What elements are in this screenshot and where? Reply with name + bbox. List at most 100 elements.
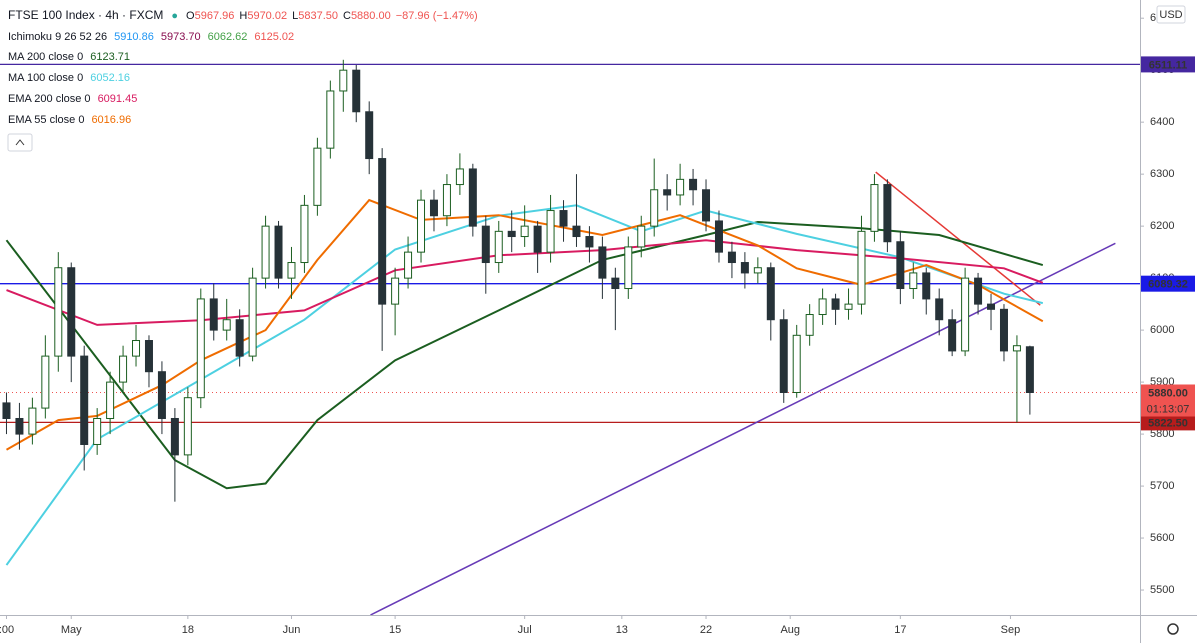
ohlc-value: 5967.96	[195, 10, 235, 22]
indicator-value: 6125.02	[254, 31, 294, 43]
price-label-box	[1141, 56, 1195, 73]
candle-body	[624, 246, 633, 290]
candle-body	[507, 230, 516, 238]
y-tick-label: 6200	[1150, 220, 1174, 232]
y-tick-label: 5800	[1150, 428, 1174, 440]
candle-body	[144, 340, 153, 373]
candle-body	[339, 69, 348, 92]
candle-body	[637, 225, 646, 248]
candle-body	[663, 189, 672, 196]
candle-body	[676, 178, 685, 196]
x-tick-label: Jun	[283, 624, 301, 636]
indicator-value: 6123.71	[90, 51, 130, 63]
candle-body	[883, 184, 892, 243]
indicator-name: Ichimoku 9 26 52 26	[8, 31, 107, 43]
currency-box	[1156, 5, 1186, 24]
x-tick-label: :00	[0, 624, 14, 636]
candle-body	[326, 90, 335, 149]
price-label: 6511.11	[1149, 59, 1188, 71]
candle-body	[132, 340, 141, 357]
candle-body	[779, 319, 788, 393]
candle-body	[15, 417, 24, 435]
x-tick-label: May	[61, 624, 82, 636]
ohlc-key: C	[343, 10, 351, 22]
candle-body	[572, 225, 581, 238]
candle-body	[598, 246, 607, 279]
price-label-box	[1141, 275, 1195, 292]
candle-body	[961, 277, 970, 352]
indicator-value: 6016.96	[91, 114, 131, 126]
x-tick-label: 18	[182, 624, 194, 636]
candle-body	[209, 298, 218, 331]
x-tick-label: 15	[389, 624, 401, 636]
price-label: 6089.32	[1148, 279, 1188, 291]
status-dot: ●	[171, 10, 178, 22]
candle-body	[753, 267, 762, 274]
legend-indicator-row: EMA 55 close 0 6016.96	[8, 114, 131, 126]
legend: FTSE 100 Index · 4h · FXCM ● O5967.96 H5970…	[8, 8, 478, 126]
candle-body	[417, 199, 426, 253]
candle-body	[727, 251, 736, 264]
last-price-box	[1141, 384, 1195, 417]
x-tick-label: Aug	[780, 624, 800, 636]
ohlc-value: 5837.50	[298, 10, 338, 22]
indicator-name: MA 200 close 0	[8, 51, 83, 63]
candle-body	[222, 319, 231, 331]
legend-indicator-row: MA 100 close 0 6052.16	[8, 72, 130, 84]
ohlc-value: 5970.02	[247, 10, 287, 22]
collapse-button[interactable]	[7, 133, 33, 152]
indicator-value: 6052.16	[90, 72, 130, 84]
candle-body	[935, 298, 944, 321]
indicator-name: MA 100 close 0	[8, 72, 83, 84]
candle-body	[378, 158, 387, 305]
candle-body	[481, 225, 490, 264]
candle-body	[261, 225, 270, 279]
candle-body	[157, 371, 166, 419]
ohlc-value: 5880.00	[351, 10, 391, 22]
candle-body	[792, 334, 801, 393]
indicator-name: EMA 200 close 0	[8, 93, 91, 105]
candle-body	[494, 230, 503, 264]
candle-body	[442, 184, 451, 217]
candle-body	[468, 168, 477, 227]
candle-body	[93, 417, 102, 445]
candle-body	[650, 189, 659, 227]
legend-indicator-row: MA 200 close 0 6123.71	[8, 51, 130, 63]
candle-body	[611, 277, 620, 290]
candle-body	[805, 314, 814, 336]
ohlc-key: L	[292, 10, 298, 22]
candle-body	[689, 178, 698, 191]
candle-body	[1025, 346, 1034, 393]
plot-area	[0, 59, 1140, 615]
candle-body	[987, 303, 996, 310]
indicator-value: 6091.45	[98, 93, 138, 105]
indicator-name: EMA 55 close 0	[8, 114, 84, 126]
indicator-value: 5910.86	[114, 31, 154, 43]
change-value: −87.96 (−1.47%)	[396, 10, 478, 22]
y-tick-label: 5500	[1150, 584, 1174, 596]
candle-body	[455, 168, 464, 186]
candle-body	[41, 355, 50, 409]
candle-body	[2, 402, 11, 419]
trend-line	[875, 171, 1041, 306]
candle-body	[896, 241, 905, 290]
y-tick-label: 5700	[1150, 480, 1174, 492]
candle-body	[559, 210, 568, 227]
settings-icon[interactable]	[1167, 623, 1179, 635]
candle-body	[429, 199, 438, 217]
last-price-label: 5880.00	[1148, 387, 1188, 399]
candle-body	[196, 298, 205, 399]
price-label-box	[1141, 414, 1195, 431]
x-tick-label: 13	[616, 624, 628, 636]
axes: 5500560057005800590060006100620063006400…	[0, 5, 1195, 636]
candle-body	[313, 147, 322, 206]
candle-body	[274, 225, 283, 279]
candle-body	[287, 262, 296, 279]
countdown-label: 01:13:07	[1147, 403, 1190, 415]
candle-body	[80, 355, 89, 445]
legend-indicator-row: Ichimoku 9 26 52 26 5910.86 5973.70 6062.62…	[8, 31, 294, 43]
currency-label: USD	[1159, 9, 1182, 21]
y-tick-label: 6400	[1150, 116, 1174, 128]
candle-body	[818, 298, 827, 316]
